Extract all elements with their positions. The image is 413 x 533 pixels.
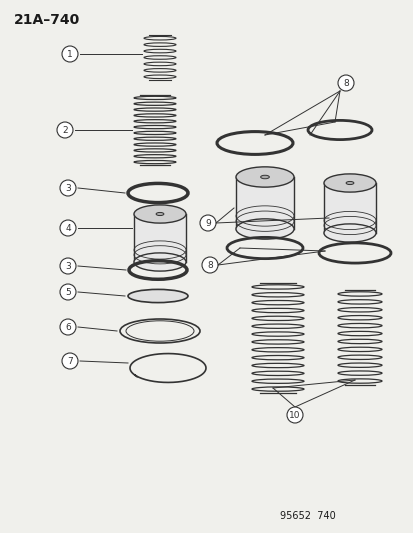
Ellipse shape: [235, 219, 293, 239]
Circle shape: [60, 319, 76, 335]
Text: 4: 4: [65, 223, 71, 232]
Ellipse shape: [134, 253, 185, 271]
Circle shape: [199, 215, 216, 231]
Circle shape: [337, 75, 353, 91]
Text: 1: 1: [67, 50, 73, 59]
Ellipse shape: [134, 205, 185, 223]
Ellipse shape: [323, 174, 375, 192]
Text: 2: 2: [62, 125, 68, 134]
Text: 21A–740: 21A–740: [14, 13, 80, 27]
Circle shape: [62, 353, 78, 369]
Circle shape: [202, 257, 218, 273]
Bar: [323, 183, 375, 233]
Circle shape: [286, 407, 302, 423]
Text: 8: 8: [342, 78, 348, 87]
Bar: [235, 177, 293, 229]
Circle shape: [62, 46, 78, 62]
Text: 9: 9: [204, 219, 210, 228]
Ellipse shape: [235, 167, 293, 187]
Bar: [134, 214, 185, 262]
Circle shape: [60, 258, 76, 274]
Circle shape: [60, 180, 76, 196]
Text: 8: 8: [206, 261, 212, 270]
Ellipse shape: [323, 224, 375, 242]
Text: 6: 6: [65, 322, 71, 332]
Text: 7: 7: [67, 357, 73, 366]
Ellipse shape: [260, 175, 269, 179]
Text: 3: 3: [65, 262, 71, 271]
Text: 5: 5: [65, 287, 71, 296]
Ellipse shape: [156, 213, 164, 215]
Text: 95652  740: 95652 740: [279, 511, 335, 521]
Ellipse shape: [345, 181, 353, 184]
Circle shape: [57, 122, 73, 138]
Ellipse shape: [128, 289, 188, 303]
Text: 10: 10: [289, 410, 300, 419]
Circle shape: [60, 220, 76, 236]
Circle shape: [60, 284, 76, 300]
Text: 3: 3: [65, 183, 71, 192]
